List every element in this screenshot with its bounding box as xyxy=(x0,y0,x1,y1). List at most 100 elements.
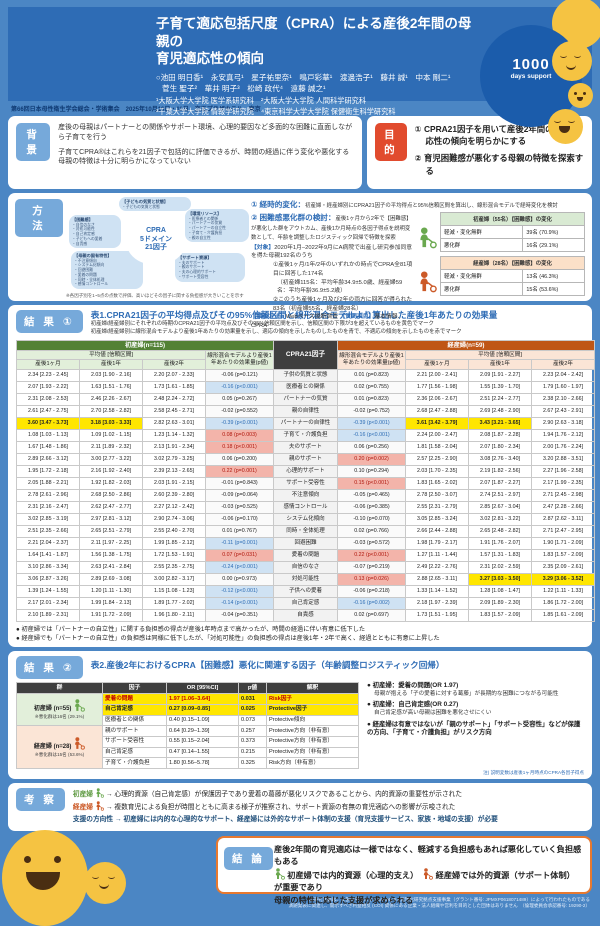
value-cell: -0.16 (p=0.002) xyxy=(337,596,406,610)
value-cell: 3.43 [3.21 - 3.65] xyxy=(468,416,532,430)
p-cell: 0.031 xyxy=(238,693,267,705)
mother-icon-green xyxy=(274,868,285,880)
value-cell: 1.92 [1.82 - 2.03] xyxy=(79,476,143,490)
factor-cell: 愛着の問題 xyxy=(273,548,338,562)
value-cell: -0.16 (p<0.001) xyxy=(337,428,406,442)
cpra-factor-row: 1.64 [1.41 - 1.87] 1.56 [1.38 - 1.75] 1.72… xyxy=(16,548,596,562)
factor-cell: 心理的サポート xyxy=(273,464,338,478)
table-row: 軽減・変化無群 13名 (46.3%) xyxy=(441,268,584,282)
factor-cell: 対処可能性 xyxy=(273,572,338,586)
value-cell: 3.29 [3.06 - 3.52] xyxy=(530,572,596,586)
or-cell: 0.47 [0.14–1.55] xyxy=(166,746,239,759)
value-cell: 1.33 [1.14 - 1.52] xyxy=(405,584,469,598)
discussion-rows: 初産婦 → 心理的資源（自己肯定感）が保護因子であり愛着の葛藤が悪化リスクである… xyxy=(73,788,584,813)
value-cell: 1.73 [1.61 - 1.85] xyxy=(142,380,206,394)
interpretation-cell: Protective方向（非有意） xyxy=(266,746,359,759)
group-cell: 経産婦 (n=28) ※悪化群は15名 (53.6%) xyxy=(16,725,103,770)
value-cell: 2.89 [2.66 - 3.12] xyxy=(16,452,80,466)
value-cell: -0.39 (p<0.001) xyxy=(337,416,406,430)
value-cell: 2.48 [2.24 - 2.72] xyxy=(142,392,206,406)
or-cell: 0.64 [0.29–1.39] xyxy=(166,725,239,737)
table-row: 悪化群 15名 (53.6%) xyxy=(441,281,584,295)
authors-line2: 菅生 聖子² 華井 明子³ 松崎 政代⁴ 遠藤 誠之¹ xyxy=(162,84,326,94)
results2-title: 表2.産後2年におけるCPRA【困難感】悪化に関連する因子（年齢調整ロジスティッ… xyxy=(90,660,445,671)
bullet: ● 経産婦でも「パートナーの自立性」の負担感は同様に低下したが、「対処可能性」の… xyxy=(16,634,440,642)
value-cell: 2.46 [2.26 - 2.67] xyxy=(79,392,143,406)
column-header: OR [95%CI] xyxy=(166,682,239,695)
results1-title: 表1.CPRA21因子の平均得点及びその95%信頼区間と線形混合モデルより算出し… xyxy=(90,309,498,320)
value-cell: -0.11 (p=0.001) xyxy=(205,536,274,550)
cpra-factor-row: 2.89 [2.66 - 3.12] 3.00 [2.77 - 3.22] 3.02… xyxy=(16,452,596,466)
header-text: 子育て適応包括尺度（CPRA）による産後2年間の母親の 育児適応性の傾向 ○池田… xyxy=(8,7,592,118)
results2-bullets: ● 初産婦：愛着の問題(OR 1.97) 母親が抱える「子の愛着に対する葛藤」が長… xyxy=(367,682,584,769)
value-cell: 3.05 [2.85 - 3.24] xyxy=(405,512,469,526)
or-row: 初産婦 (n=55) ※悪化群は16名 (29.1%) 愛着の問題 1.97 [1.… xyxy=(16,693,359,727)
value-cell: 0.02 (p=0.697) xyxy=(337,608,406,622)
background-para2: 子育てCPRA®はこれらを21因子で包括的に評価できるが、時間の経過に伴う変化や… xyxy=(58,148,350,166)
value-cell: 3.60 [3.47 - 3.73] xyxy=(16,416,80,430)
results1-desc: 初産婦/経産婦別にそれぞれの時期のCPRA21因子の平均点及びその95%信頼区間… xyxy=(90,320,462,335)
value-cell: 2.88 [2.65 - 3.11] xyxy=(405,572,469,586)
bullet: ● 初産婦：愛着の問題(OR 1.97) 母親が抱える「子の愛着に対する葛藤」が長… xyxy=(367,682,559,697)
value-cell: 2.63 [2.41 - 2.84] xyxy=(79,560,143,574)
mean-header: 平均値 [信頼区間] xyxy=(404,349,596,361)
factor-cell: 不注意傾向 xyxy=(273,488,338,502)
bullet: ● 初産婦：自己肯定感(OR 0.27) 自己肯定感が高い母親は困難を悪化させにく… xyxy=(367,701,492,716)
factor-cell: 子供への愛着 xyxy=(273,584,338,598)
value-cell: 0.10 (p=0.294) xyxy=(337,464,406,478)
value-cell: 1.86 [1.72 - 2.00] xyxy=(530,596,596,610)
cpra-factor-row: 2.51 [2.35 - 2.66] 2.65 [2.51 - 2.79] 2.55… xyxy=(16,524,596,538)
logo-number: 1000 xyxy=(512,56,550,73)
authors: ○池田 明日香¹ 永安真弓¹ 星子祐里奈¹ 鳴戸彩華¹ 渡邊浩子¹ 藤井 誠¹ … xyxy=(156,72,472,95)
value-cell: 2.31 [2.16 - 2.47] xyxy=(16,500,80,514)
factor-cell: 医療者との関係 xyxy=(102,714,167,727)
factor-cell: 子供の気質と状態 xyxy=(273,368,338,382)
factor-cell: 自己肯定感 xyxy=(102,746,167,759)
background-text: 産後の母親はパートナーとの関係やサポート環境、心理的要因など多面的な困難に直面し… xyxy=(58,123,354,182)
results1-section: 結 果 ① 表1.CPRA21因子の平均得点及びその95%信頼区間と線形混合モデ… xyxy=(8,304,596,648)
value-cell: 1.63 [1.51 - 1.76] xyxy=(79,380,143,394)
domain-bubble: 【子どもの気質と状態】 ・子どもの気質と状態 xyxy=(119,196,191,212)
value-cell: 0.22 (p<0.001) xyxy=(337,548,406,562)
logo-text: 1000 days support xyxy=(480,57,582,80)
group-cell: 初産婦 (n=55) ※悪化群は16名 (29.1%) xyxy=(16,693,103,727)
factor-cell: 子育て・介護負担 xyxy=(102,757,167,770)
value-cell: 2.16 [1.92 - 2.40] xyxy=(79,464,143,478)
value-cell: -0.14 (p<0.001) xyxy=(205,596,274,610)
value-cell: 0.00 (p=0.973) xyxy=(205,572,274,586)
cpra-factor-row: 2.05 [1.88 - 2.21] 1.92 [1.82 - 2.03] 2.03… xyxy=(16,476,596,490)
value-cell: 1.96 [1.80 - 2.11] xyxy=(142,608,206,622)
value-cell: 2.08 [1.87 - 2.28] xyxy=(468,428,532,442)
or-cell: 1.80 [0.56–5.78] xyxy=(166,757,239,770)
interpretation-cell: Protective方向（非有意） xyxy=(266,735,359,748)
value-cell: 0.01 (p=0.767) xyxy=(205,524,274,538)
value-cell: 2.97 [2.81 - 3.12] xyxy=(79,512,143,526)
value-cell: -0.24 (p<0.001) xyxy=(205,560,274,574)
conference-line: 第66回日本母性衛生学会総会・学術集会 2025年10月10日・11日 京王プラ… xyxy=(11,107,261,113)
interpretation-cell: Protective因子 xyxy=(266,703,359,716)
conclusion-line1: 産後2年間の育児適応は一様ではなく、軽減する負担感もあれば悪化していく負担感もあ… xyxy=(274,844,582,866)
value-cell: -0.05 (p=0.465) xyxy=(337,488,406,502)
affiliation-line2: ³千葉大学大学院 情報学研究院 ⁴東京科学大学大学院 保健衛生科学研究科 xyxy=(156,107,396,117)
value-cell: 2.23 [2.04 - 2.42] xyxy=(530,368,596,382)
value-cell: 3.61 [3.42 - 3.79] xyxy=(405,416,469,430)
or-row: 自己肯定感 0.47 [0.14–1.55] 0.215 Protective方向（非… xyxy=(17,746,359,759)
value-cell: 1.20 [1.11 - 1.30] xyxy=(79,584,143,598)
value-cell: 1.95 [1.72 - 2.18] xyxy=(16,464,80,478)
value-cell: 2.00 [1.76 - 2.24] xyxy=(530,440,596,454)
purpose-label: 目 的 xyxy=(375,123,407,161)
value-cell: 2.85 [2.67 - 3.04] xyxy=(468,500,532,514)
value-cell: 2.07 [1.87 - 2.27] xyxy=(468,476,532,490)
value-cell: 3.02 [2.85 - 3.19] xyxy=(16,512,80,526)
value-cell: -0.10 (p=0.070) xyxy=(337,512,406,526)
header: 子育て適応包括尺度（CPRA）による産後2年間の母親の 育児適応性の傾向 ○池田… xyxy=(8,0,600,144)
methods-footnote: ※各因子別を1~5点の点数で評価、高いほどその因子に関する負担感が大きいことを示… xyxy=(66,292,244,298)
cpra-factor-row: 2.31 [2.16 - 2.47] 2.62 [2.47 - 2.77] 2.27… xyxy=(16,500,596,514)
value-cell: 1.56 [1.38 - 1.75] xyxy=(79,548,143,562)
cpra-factor-row: 3.02 [2.85 - 3.19] 2.97 [2.81 - 3.12] 2.90… xyxy=(16,512,596,526)
cpra-factor-table: 初産婦(n=115) CPRA21因子 経産婦(n=59) 平均値 [信頼区間]… xyxy=(16,339,596,622)
value-cell: 1.55 [1.39 - 1.70] xyxy=(468,380,532,394)
factor-cell: サポート受容性 xyxy=(273,476,338,490)
or-cell: 0.27 [0.09–0.85] xyxy=(166,703,239,716)
